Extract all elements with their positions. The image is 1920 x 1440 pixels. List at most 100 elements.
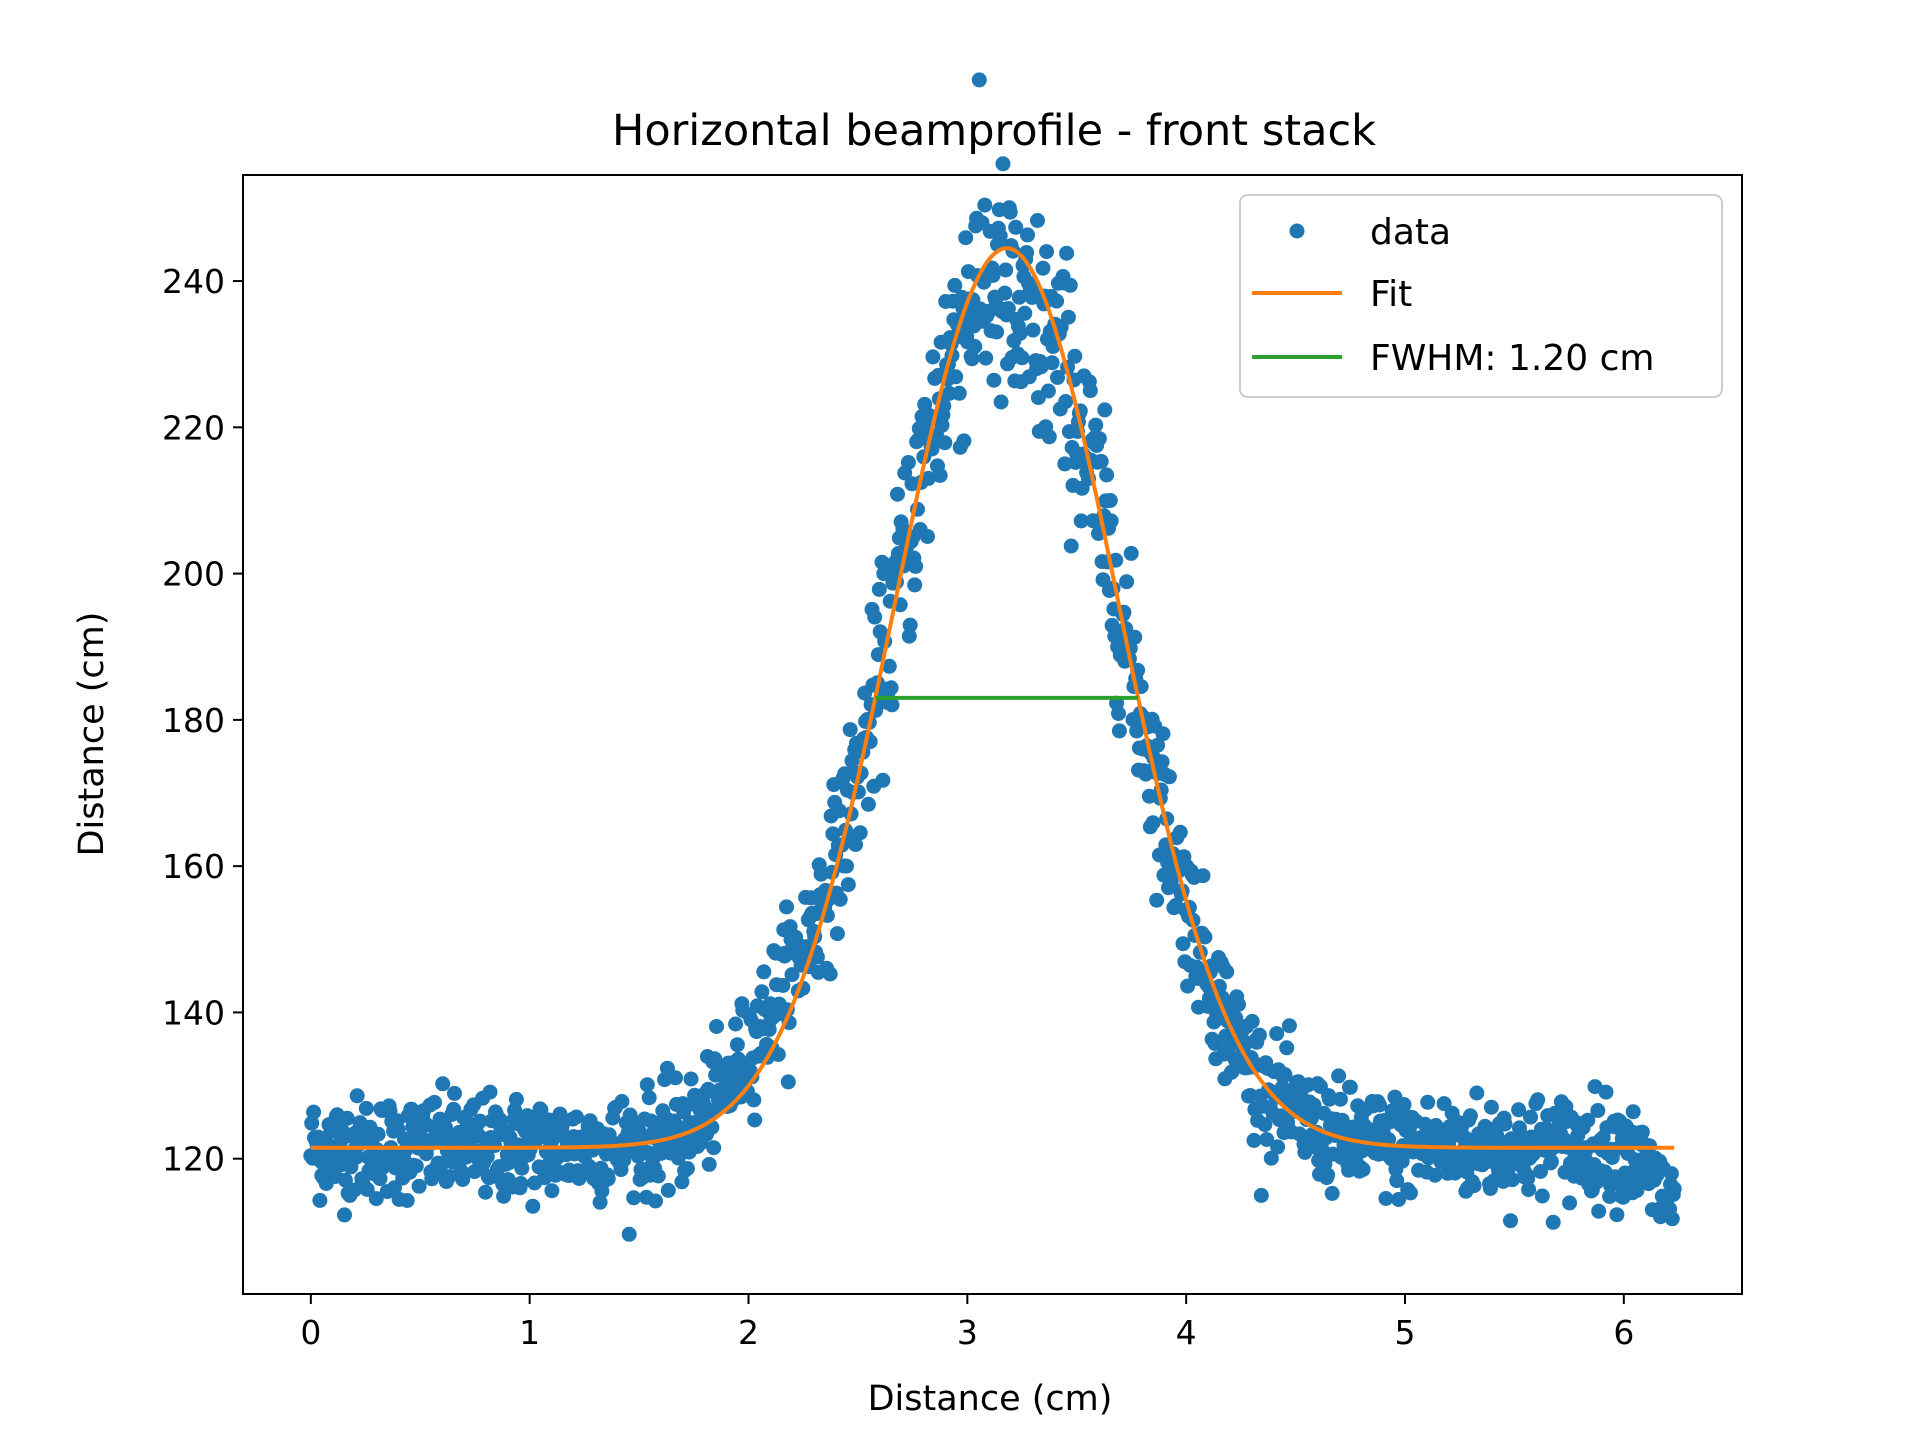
data-point (1221, 1038, 1237, 1054)
data-point (1322, 1091, 1337, 1107)
data-point (1389, 1173, 1405, 1189)
x-axis: 0 1 2 3 4 5 6 (300, 1294, 1634, 1352)
data-point (614, 1094, 630, 1109)
data-point (951, 385, 967, 401)
data-point (370, 1126, 386, 1142)
x-axis-label: Distance (cm) (868, 1379, 1113, 1419)
data-point (408, 1158, 424, 1174)
data-point (1244, 1013, 1260, 1029)
data-point (910, 432, 926, 448)
data-point (1396, 1097, 1412, 1112)
data-point (840, 877, 856, 893)
data-point (1609, 1207, 1625, 1223)
data-point (867, 609, 883, 625)
data-point (701, 1156, 717, 1172)
data-point (435, 1076, 451, 1092)
data-point (668, 1070, 683, 1086)
data-point (1059, 245, 1075, 261)
y-tick-label: 160 (162, 847, 225, 886)
data-point (1634, 1124, 1650, 1140)
data-point (1520, 1171, 1536, 1186)
data-point (1663, 1166, 1679, 1182)
data-point (679, 1161, 695, 1176)
data-point (639, 1077, 655, 1093)
data-point (455, 1172, 471, 1187)
data-point (1145, 815, 1161, 831)
data-point (998, 262, 1014, 278)
data-point (779, 899, 794, 915)
data-point (1025, 322, 1041, 338)
data-point (908, 558, 924, 574)
data-point (1063, 538, 1079, 554)
data-point (1041, 429, 1057, 445)
data-point (809, 949, 825, 965)
x-tick-label: 6 (1613, 1313, 1634, 1352)
data-point (337, 1207, 352, 1223)
data-point (884, 697, 900, 713)
data-point (337, 1172, 353, 1188)
data-point (592, 1194, 608, 1210)
data-point (756, 964, 772, 980)
data-point (349, 1088, 365, 1104)
data-point (1020, 227, 1035, 243)
chart-title: Horizontal beamprofile - front stack (612, 106, 1376, 156)
legend-marker-data (1289, 223, 1305, 239)
data-point (1231, 997, 1246, 1012)
data-point (977, 197, 993, 213)
legend-label-data: data (1370, 212, 1451, 253)
data-point (1044, 355, 1060, 371)
data-point (995, 156, 1011, 172)
data-point (1534, 1188, 1550, 1204)
data-point (508, 1091, 524, 1107)
data-point (1511, 1102, 1527, 1118)
data-point (948, 369, 964, 385)
data-point (1277, 1067, 1293, 1082)
data-point (1111, 706, 1126, 721)
data-point (1257, 1117, 1273, 1133)
data-point (1082, 383, 1098, 399)
data-point (399, 1193, 415, 1208)
y-tick-label: 240 (162, 262, 225, 301)
data-point (1521, 1182, 1537, 1198)
data-point (1014, 350, 1030, 366)
data-point (1093, 453, 1109, 469)
data-point (1062, 277, 1078, 293)
y-tick-label: 120 (162, 1140, 225, 1179)
data-point (1246, 1132, 1262, 1148)
data-point (871, 581, 887, 597)
data-point (1002, 204, 1018, 220)
data-point (1664, 1211, 1680, 1227)
data-point (1161, 769, 1177, 785)
data-point (359, 1181, 375, 1197)
data-point (997, 285, 1013, 301)
data-point (901, 628, 917, 644)
data-point (900, 455, 916, 470)
data-point (1103, 513, 1119, 529)
data-point (775, 977, 791, 993)
data-point (729, 1037, 745, 1053)
data-point (1150, 737, 1166, 753)
data-point (482, 1084, 498, 1100)
data-point (956, 433, 972, 449)
data-point (600, 1171, 616, 1187)
data-point (1469, 1085, 1485, 1101)
data-point (1279, 1040, 1295, 1056)
data-point (447, 1085, 462, 1101)
data-point (1040, 383, 1056, 399)
data-point (1154, 754, 1170, 770)
data-point (1602, 1189, 1618, 1204)
data-point (937, 435, 953, 451)
data-point (478, 1184, 493, 1200)
data-point (1625, 1104, 1641, 1120)
data-point (890, 486, 905, 502)
data-point (1067, 348, 1083, 364)
data-point (947, 277, 963, 293)
data-point (1331, 1068, 1347, 1084)
data-point (533, 1102, 549, 1118)
data-point (1000, 301, 1016, 316)
data-point (1155, 726, 1171, 742)
data-point (985, 267, 1001, 283)
data-point (1562, 1195, 1578, 1211)
y-axis-label: Distance (cm) (72, 612, 112, 857)
data-point (1598, 1084, 1614, 1100)
